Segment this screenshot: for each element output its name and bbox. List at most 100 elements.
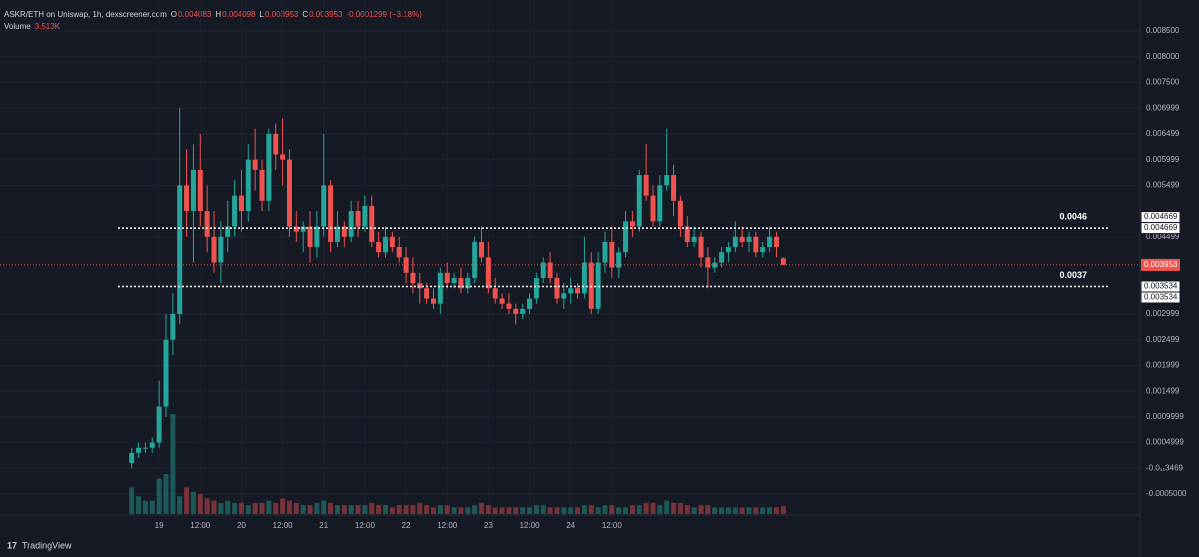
- volume-bar: [300, 505, 306, 514]
- volume-bar: [657, 505, 663, 514]
- volume-bar: [328, 502, 334, 514]
- y-tick-label: 0.006999: [1146, 103, 1180, 112]
- candle-body: [129, 452, 135, 464]
- volume-bar: [760, 507, 766, 514]
- ohlc-key: L: [260, 10, 265, 19]
- candle-body: [266, 133, 272, 201]
- candle-body: [431, 298, 437, 304]
- candle-body: [204, 211, 210, 237]
- candle-body: [746, 236, 752, 242]
- y-tick-label: 0.008500: [1146, 26, 1180, 35]
- candle-body: [643, 175, 649, 196]
- x-tick-label: 12:00: [520, 521, 541, 530]
- volume-bar: [382, 505, 388, 514]
- ohlc-key: O: [171, 10, 177, 19]
- candle-body: [677, 200, 683, 227]
- volume-bar: [485, 505, 491, 514]
- candle-body: [245, 159, 251, 212]
- volume-bar: [513, 507, 519, 514]
- volume-bar: [355, 505, 361, 514]
- candle-body: [190, 169, 196, 212]
- candle-body: [444, 272, 450, 284]
- candle-body: [465, 277, 471, 289]
- candle-body: [691, 236, 697, 242]
- axis-label-box: [1140, 291, 1181, 304]
- volume-bar: [540, 505, 546, 514]
- candle-body: [568, 288, 574, 294]
- header: ASKR/ETH on Uniswap, 1h, dexscreener.com…: [4, 10, 422, 31]
- volume-bar: [664, 500, 670, 514]
- volume-bar: [712, 507, 718, 514]
- candle-body: [328, 185, 334, 242]
- candle-body: [396, 247, 402, 258]
- y-tick-label: 0.008000: [1146, 52, 1180, 61]
- volume-bar: [142, 500, 148, 514]
- y-tick-label: 0.005499: [1146, 181, 1180, 190]
- volume-bar: [238, 502, 244, 514]
- candle-body: [225, 226, 231, 237]
- y-tick-label: 0.0004999: [1146, 438, 1184, 447]
- candle-body: [293, 226, 299, 232]
- volume-bar: [636, 505, 642, 514]
- candle-body: [424, 288, 430, 299]
- candle-body: [739, 236, 745, 242]
- candle-body: [732, 236, 738, 248]
- candle-body: [609, 241, 615, 268]
- candle-body: [170, 313, 176, 340]
- volume-bar: [197, 494, 203, 514]
- volume-bar: [533, 505, 539, 514]
- ohlc-value: 0.004098: [222, 10, 256, 19]
- volume-bar: [554, 507, 560, 514]
- candle-body: [149, 442, 155, 448]
- volume-bar: [410, 505, 416, 514]
- candle-body: [177, 185, 183, 314]
- volume-bar: [184, 487, 190, 514]
- x-tick-label: 12:00: [355, 521, 376, 530]
- candle-body: [636, 175, 642, 227]
- ohlc-value: 0.004083: [178, 10, 212, 19]
- candle-body: [259, 169, 265, 201]
- ohlc-key: C: [302, 10, 308, 19]
- candle-body: [684, 226, 690, 242]
- volume-bar: [691, 507, 697, 514]
- x-tick-label: 21: [319, 521, 328, 530]
- candle-body: [561, 293, 567, 299]
- volume-bar: [417, 502, 423, 514]
- brand-icon: 17: [7, 540, 17, 550]
- candle-body: [698, 236, 704, 258]
- candle-body: [286, 159, 292, 227]
- volume-name: Volume: [4, 22, 31, 31]
- candle-body: [403, 257, 409, 273]
- candle-body: [417, 283, 423, 289]
- volume-bar: [746, 507, 752, 514]
- volume-bar: [245, 505, 251, 514]
- volume-bar: [266, 500, 272, 514]
- candle-body: [197, 169, 203, 212]
- volume-bar: [149, 500, 155, 514]
- volume-bar: [307, 505, 313, 514]
- volume-bar: [684, 505, 690, 514]
- candle-body: [629, 221, 635, 227]
- candle-body: [664, 175, 670, 186]
- y-tick-label: 0.006499: [1146, 129, 1180, 138]
- candle-body: [156, 406, 162, 443]
- candle-body: [334, 226, 340, 242]
- volume-bar: [677, 502, 683, 514]
- candle-body: [575, 288, 581, 294]
- volume-bar: [259, 502, 265, 514]
- candle-body: [581, 262, 587, 294]
- volume-bar: [437, 505, 443, 514]
- x-tick-label: 24: [566, 521, 575, 530]
- chart-source: ASKR/ETH on Uniswap, 1h, dexscreener.com: [4, 10, 167, 19]
- candle-body: [588, 262, 594, 309]
- volume-bar: [211, 500, 217, 514]
- volume-bar: [732, 507, 738, 514]
- y-tick-label: 0.005999: [1146, 155, 1180, 164]
- candle-body: [300, 226, 306, 232]
- candle-body: [533, 277, 539, 299]
- volume-bar: [472, 505, 478, 514]
- volume-bar: [334, 505, 340, 514]
- candle-body: [321, 185, 327, 227]
- volume-bar: [643, 502, 649, 514]
